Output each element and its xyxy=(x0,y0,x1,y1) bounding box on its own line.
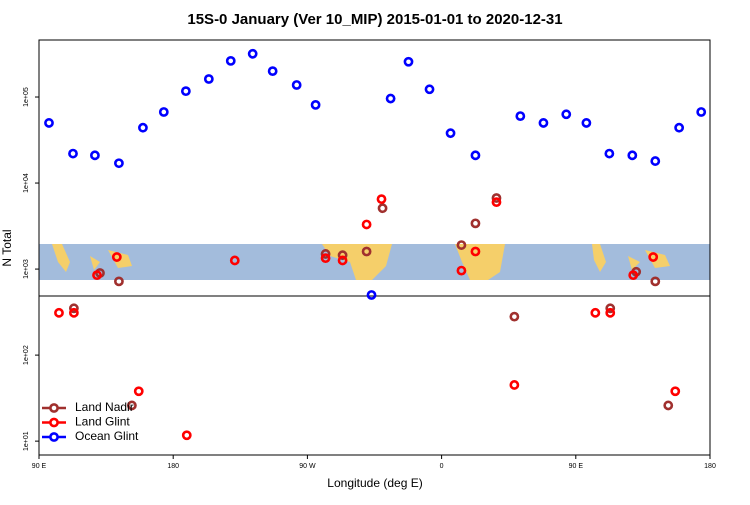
point xyxy=(515,111,526,122)
point xyxy=(470,246,481,257)
point xyxy=(361,219,372,230)
point xyxy=(604,148,615,159)
point xyxy=(538,118,549,128)
y-tick-label: 1e+05 xyxy=(23,87,30,107)
x-tick-label: 90 E xyxy=(569,463,584,470)
y-axis-label: N Total xyxy=(0,229,14,266)
point xyxy=(68,303,79,314)
map-band xyxy=(39,244,710,280)
point xyxy=(648,252,659,262)
point xyxy=(337,250,348,261)
point xyxy=(181,430,192,441)
point xyxy=(337,255,348,266)
point xyxy=(509,380,520,390)
point xyxy=(92,270,102,281)
point xyxy=(291,80,302,90)
y-tick-label: 1e+03 xyxy=(23,259,30,279)
point xyxy=(627,150,638,161)
point xyxy=(180,86,191,97)
point xyxy=(377,203,388,214)
point xyxy=(696,107,707,117)
point xyxy=(133,386,144,397)
point xyxy=(229,255,240,266)
legend-marker xyxy=(49,432,59,442)
y-tick-label: 1e+02 xyxy=(23,345,30,365)
point xyxy=(376,194,387,205)
point xyxy=(590,307,601,318)
point xyxy=(310,99,321,110)
legend-marker xyxy=(49,403,59,413)
x-tick-label: 180 xyxy=(704,463,716,470)
point xyxy=(670,386,681,397)
legend-label: Ocean Glint xyxy=(75,429,139,443)
point xyxy=(203,74,214,84)
point xyxy=(90,150,100,161)
point xyxy=(138,122,148,133)
point xyxy=(126,400,137,411)
point xyxy=(68,307,79,318)
legend-label: Land Nadir xyxy=(75,400,134,414)
point xyxy=(320,253,331,264)
point xyxy=(605,303,616,314)
point xyxy=(158,107,169,117)
point xyxy=(445,128,456,139)
point xyxy=(509,311,520,322)
point xyxy=(674,122,685,133)
y-tick-label: 1e+01 xyxy=(23,431,30,451)
plot-frame xyxy=(38,39,711,456)
point xyxy=(491,193,502,203)
point xyxy=(366,290,377,300)
x-tick-label: 180 xyxy=(167,463,179,470)
point xyxy=(44,118,54,128)
point xyxy=(424,84,435,95)
point xyxy=(247,48,258,59)
legend-label: Land Glint xyxy=(75,415,130,429)
point xyxy=(403,56,414,67)
point xyxy=(561,109,572,120)
legend-marker xyxy=(49,417,59,428)
x-tick-label: 90 E xyxy=(32,463,47,470)
point xyxy=(54,307,64,318)
point xyxy=(605,307,616,318)
point xyxy=(650,156,661,166)
x-axis-label: Longitude (deg E) xyxy=(327,476,422,490)
point xyxy=(456,240,467,250)
point xyxy=(320,249,331,259)
point xyxy=(361,246,372,257)
point xyxy=(111,252,122,262)
point xyxy=(225,55,236,66)
x-tick-label: 90 W xyxy=(299,463,316,470)
x-tick-label: 0 xyxy=(440,463,444,470)
y-tick-label: 1e+04 xyxy=(23,173,30,193)
point xyxy=(581,118,592,128)
point xyxy=(470,150,481,161)
point xyxy=(385,93,396,104)
point xyxy=(267,66,278,77)
chart-title: 15S-0 January (Ver 10_MIP) 2015-01-01 to… xyxy=(187,11,562,28)
point xyxy=(456,265,467,276)
point xyxy=(114,158,124,169)
point xyxy=(650,276,661,287)
point xyxy=(663,400,674,411)
point xyxy=(68,148,78,159)
point xyxy=(470,218,481,229)
point xyxy=(628,270,639,281)
point xyxy=(114,276,124,287)
point xyxy=(491,197,502,208)
